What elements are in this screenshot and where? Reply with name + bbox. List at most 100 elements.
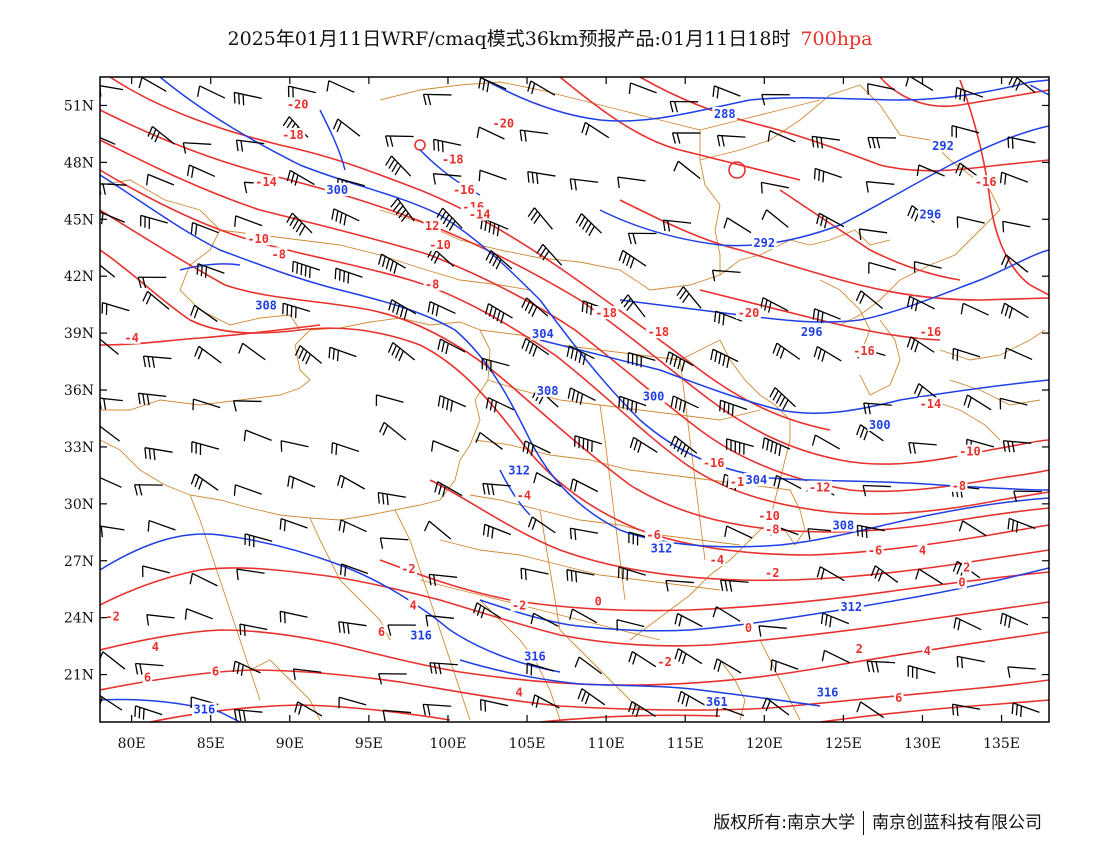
border-lines — [100, 81, 1046, 721]
wind-barb — [429, 662, 458, 675]
wind-barb — [716, 134, 746, 147]
wind-barb — [820, 612, 850, 628]
wind-barb — [142, 565, 170, 578]
wind-barb — [627, 232, 657, 245]
height-label-bg — [506, 463, 532, 477]
temperature-label: -16 — [920, 325, 942, 339]
wind-barb — [100, 476, 122, 488]
wind-barb — [999, 612, 1029, 628]
temperature-label: -16 — [853, 344, 875, 358]
wind-barb — [905, 77, 934, 91]
temperature-label: 6 — [144, 670, 151, 684]
wind-barb — [999, 397, 1028, 410]
height-label: 304 — [746, 473, 768, 487]
temperature-label: -2 — [105, 610, 119, 624]
y-tick-label: 21N — [64, 668, 94, 684]
temperature-label: 6 — [212, 665, 219, 679]
wind-barb — [428, 573, 458, 586]
wind-barb — [326, 80, 355, 93]
wind-barb — [669, 100, 699, 113]
wind-barb — [134, 662, 164, 675]
temperature-label: -4 — [517, 488, 531, 502]
wind-barb — [244, 533, 273, 548]
temperature-label: -8 — [765, 522, 779, 536]
x-axis-ticks: 80E 85E 90E 95E 100E 105E 110E 115E 120E 125E 130E… — [118, 77, 1020, 752]
wind-barb — [711, 269, 741, 282]
wind-barb — [331, 441, 360, 456]
height-label-bg — [324, 182, 350, 196]
temperature-label-bg — [957, 444, 983, 458]
wind-barb — [192, 398, 221, 411]
temperature-label-bg — [656, 655, 674, 669]
temperature-label-bg — [427, 237, 453, 251]
wind-barb — [963, 394, 992, 411]
wind-barb — [377, 491, 406, 506]
wind-barb — [865, 181, 895, 193]
temperature-label: -12 — [809, 481, 831, 495]
wind-barb — [190, 221, 219, 236]
wind-barb — [338, 519, 367, 533]
temperature-label-bg — [104, 609, 122, 623]
wind-barb — [813, 167, 842, 183]
wind-barb — [235, 139, 265, 152]
wind-barb — [533, 471, 562, 488]
temperature-label: 4 — [919, 543, 926, 557]
wind-barb — [913, 261, 942, 273]
wind-barb — [999, 171, 1029, 185]
wind-barb — [862, 484, 892, 497]
wind-barb — [569, 178, 599, 191]
y-tick-label: 30N — [64, 497, 94, 513]
wind-barb — [142, 355, 172, 368]
wind-barb — [139, 214, 168, 229]
x-tick-label: 125E — [825, 736, 862, 752]
height-label: 292 — [753, 236, 775, 250]
y-axis-ticks: 51N 48N 45N 42N 39N 36N 33N 30N 27N 24N 21N — [64, 98, 1049, 684]
wind-barb — [233, 91, 262, 106]
temperature-label-bg — [957, 575, 967, 589]
temperature-label: -20 — [492, 116, 514, 130]
wind-barb — [484, 303, 513, 324]
wind-barb — [339, 563, 369, 577]
temperature-label-bg — [763, 522, 781, 536]
wind-barb — [758, 625, 787, 637]
height-label: 316 — [817, 686, 839, 700]
wind-barb — [867, 136, 896, 149]
temperature-label-bg — [376, 624, 387, 638]
temperature-label: -2 — [512, 598, 526, 612]
height-label-bg — [838, 600, 864, 614]
temperature-label: -14 — [255, 175, 277, 189]
wind-barb — [816, 212, 845, 229]
wind-barb — [569, 478, 599, 493]
wind-barb — [196, 263, 225, 278]
wind-barb — [662, 219, 692, 232]
wind-barb — [1007, 517, 1036, 533]
wind-barb — [279, 610, 308, 624]
wind-barb — [566, 569, 595, 583]
height-label-bg — [191, 702, 217, 716]
temperature-label: -16 — [975, 175, 997, 189]
wind-barb — [423, 520, 452, 540]
height-label-bg — [704, 695, 730, 709]
wind-barb — [956, 216, 985, 228]
wind-barb — [384, 135, 414, 147]
wind-barb — [137, 276, 167, 289]
wind-barb — [482, 523, 512, 539]
wind-barb — [191, 440, 220, 456]
wind-barb — [294, 345, 323, 365]
wind-barb — [286, 212, 313, 236]
temperature-label-bg — [961, 560, 972, 574]
wind-barb — [772, 342, 801, 360]
wind-barb — [482, 482, 511, 496]
wind-barb — [146, 614, 175, 626]
wind-barb — [868, 261, 897, 274]
wind-barb — [475, 432, 503, 450]
wind-barb — [100, 397, 123, 410]
x-tick-label: 95E — [355, 736, 383, 752]
height-label: 296 — [920, 207, 942, 221]
wind-barb — [574, 435, 602, 453]
wind-barb — [855, 290, 884, 309]
wind-barb — [527, 516, 556, 534]
wind-barb — [858, 228, 888, 241]
wind-barb — [100, 525, 125, 538]
wind-barb — [432, 173, 462, 185]
